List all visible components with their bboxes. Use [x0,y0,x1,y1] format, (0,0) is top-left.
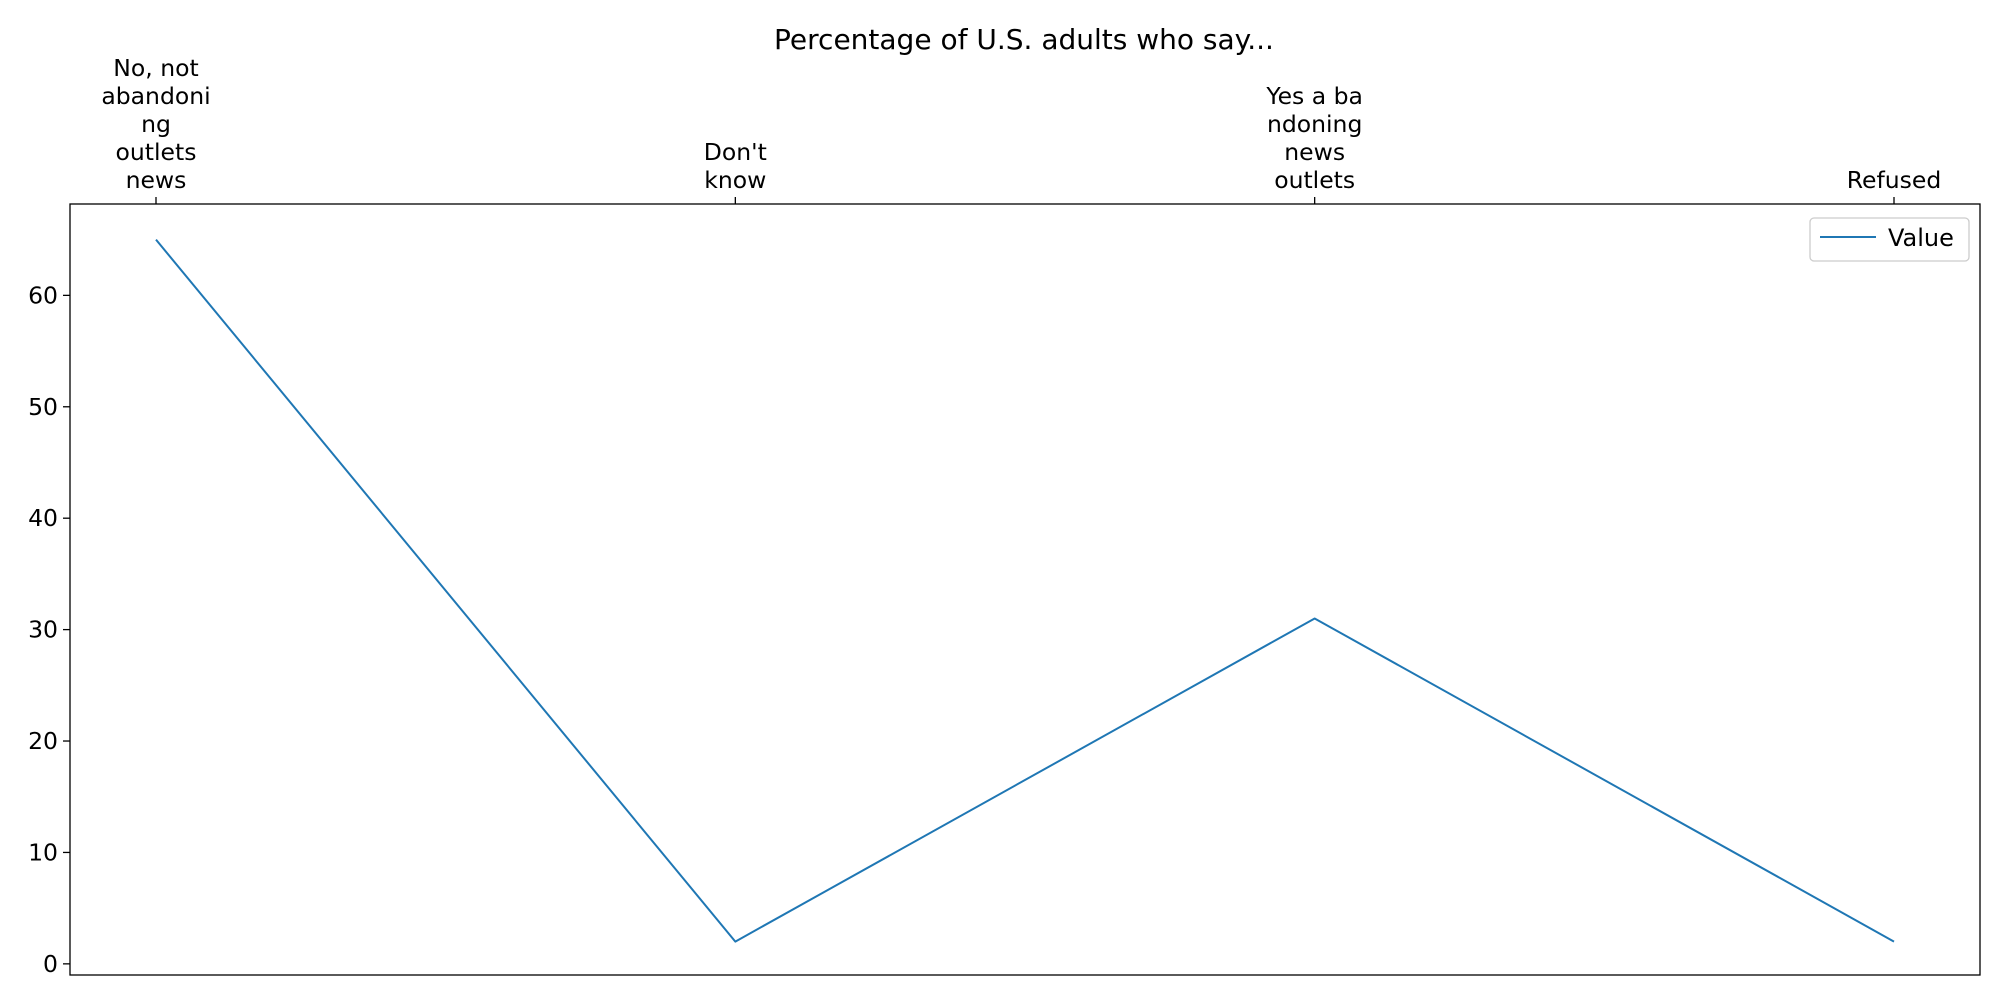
y-axis: 0 10 20 30 40 50 60 [28,281,70,978]
x-tick-label: Don't know [704,138,767,194]
legend: Value [1809,217,1970,262]
y-tick-label: 30 [28,616,58,644]
legend-box [1809,217,1970,262]
legend-label: Value [1888,224,1954,252]
plot-area-frame [69,203,1981,976]
series-line [155,239,1895,943]
x-tick-label: Yes a ba ndoning news outlets [1265,82,1363,194]
y-tick-label: 50 [28,393,58,421]
y-tick-label: 20 [28,727,58,755]
y-tick-label: 40 [28,504,58,532]
x-tick-label: No, not abandoni ng outlets news [101,54,210,194]
x-axis: No, not abandoni ng outlets news Don't know Yes… [101,54,1941,204]
x-tick-label: Refused [1847,166,1942,194]
y-tick-label: 0 [43,950,58,978]
chart-title: Percentage of U.S. adults who say... [774,23,1274,56]
series-layer [155,239,1895,943]
y-tick-label: 10 [28,838,58,866]
y-tick-label: 60 [28,281,58,309]
